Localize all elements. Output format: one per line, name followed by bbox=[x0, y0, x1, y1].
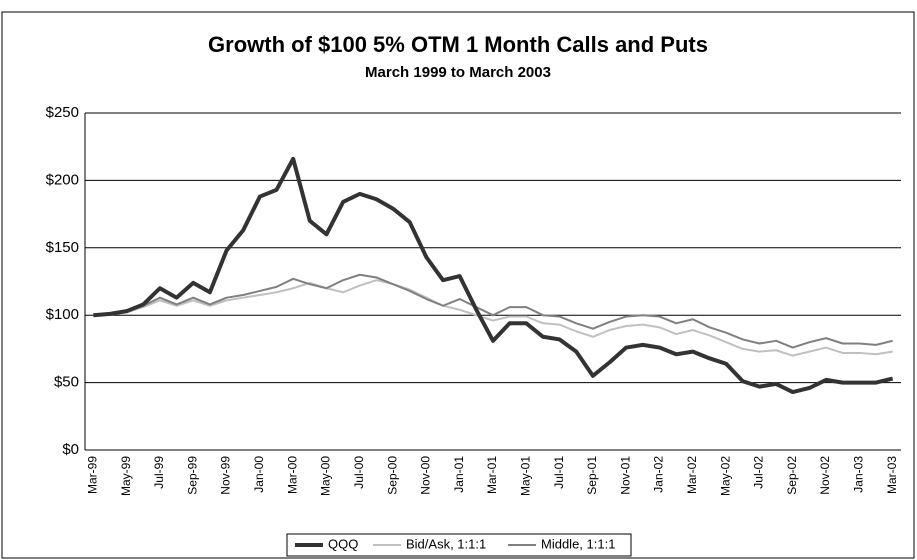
y-tick-label: $100 bbox=[46, 306, 79, 323]
x-tick-label: Jul-99 bbox=[152, 456, 166, 489]
x-tick-label: Jul-02 bbox=[752, 456, 766, 489]
x-tick-label: Sep-01 bbox=[585, 456, 599, 495]
y-tick-label: $150 bbox=[46, 239, 79, 256]
chart-title: Growth of $100 5% OTM 1 Month Calls and … bbox=[208, 32, 708, 57]
x-tick-label: Nov-02 bbox=[818, 456, 832, 495]
x-tick-label: Sep-99 bbox=[185, 456, 199, 495]
x-tick-label: May-02 bbox=[718, 456, 732, 496]
chart-subtitle: March 1999 to March 2003 bbox=[365, 64, 551, 81]
legend-label: QQQ bbox=[328, 536, 358, 551]
y-tick-label: $200 bbox=[46, 171, 79, 188]
x-tick-label: Jan-00 bbox=[252, 456, 266, 493]
x-tick-label: May-99 bbox=[119, 456, 133, 496]
x-tick-label: Jan-01 bbox=[452, 456, 466, 493]
chart-border bbox=[1, 11, 915, 559]
x-tick-label: Jan-02 bbox=[652, 456, 666, 493]
x-tick-label: Mar-99 bbox=[85, 456, 99, 494]
x-tick-label: Jul-00 bbox=[352, 456, 366, 489]
x-tick-label: Sep-02 bbox=[785, 456, 799, 495]
x-tick-label: Nov-99 bbox=[219, 456, 233, 495]
y-tick-label: $250 bbox=[46, 104, 79, 121]
series-line bbox=[93, 273, 893, 349]
x-tick-label: Jul-01 bbox=[552, 456, 566, 489]
series-line bbox=[93, 156, 894, 395]
x-tick-label: Nov-01 bbox=[618, 456, 632, 495]
x-tick-label: Nov-00 bbox=[419, 456, 433, 495]
x-tick-label: Jan-03 bbox=[852, 456, 866, 493]
legend-label: Bid/Ask, 1:1:1 bbox=[406, 536, 486, 551]
x-tick-label: Mar-00 bbox=[285, 456, 299, 494]
x-tick-label: May-00 bbox=[319, 456, 333, 496]
y-tick-label: $50 bbox=[54, 374, 79, 391]
x-tick-label: Mar-01 bbox=[485, 456, 499, 494]
legend-box bbox=[286, 533, 632, 557]
x-tick-label: Sep-00 bbox=[385, 456, 399, 495]
y-tick-label: $0 bbox=[62, 441, 79, 458]
x-tick-label: Mar-02 bbox=[685, 456, 699, 494]
x-tick-label: Mar-03 bbox=[885, 456, 899, 494]
series-line bbox=[93, 279, 893, 357]
x-tick-label: May-01 bbox=[518, 456, 532, 496]
legend-label: Middle, 1:1:1 bbox=[541, 536, 615, 551]
